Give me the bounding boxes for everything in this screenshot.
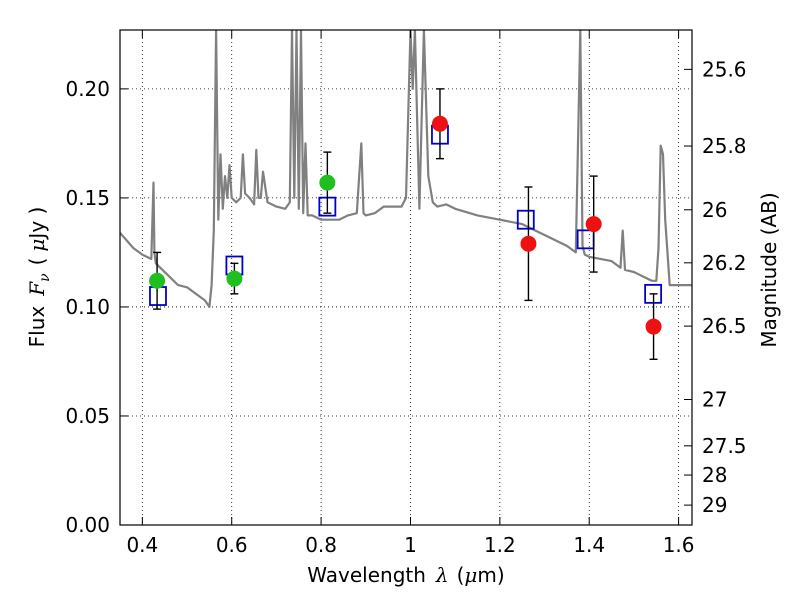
y-tick-label: 0.15: [65, 186, 110, 210]
mag-tick-label: 26.2: [702, 251, 747, 275]
mag-tick-label: 28: [702, 463, 727, 487]
x-tick-label: 0.4: [126, 533, 158, 557]
mag-tick-label: 26: [702, 198, 727, 222]
x-tick-label: 1.6: [663, 533, 695, 557]
data-point: [645, 318, 662, 335]
data-point: [226, 270, 243, 287]
data-point: [585, 216, 602, 233]
y-axis-title: FluxFν(μJy ): [25, 207, 53, 348]
series-layer: [120, 30, 692, 360]
data-point: [520, 235, 537, 252]
y-tick-label: 0.10: [65, 295, 110, 319]
mag-tick-label: 26.5: [702, 314, 747, 338]
mag-tick-label: 25.6: [702, 57, 747, 81]
data-point: [431, 115, 448, 132]
mag-tick-label: 27.5: [702, 434, 747, 458]
model-square: [516, 209, 535, 230]
data-point: [319, 174, 336, 191]
y2-axis-title: Magnitude (AB): [757, 192, 781, 347]
y-tick-label: 0.20: [65, 77, 110, 101]
grid: [120, 30, 692, 526]
x-tick-label: 1: [404, 533, 417, 557]
mag-tick-label: 25.8: [702, 134, 747, 158]
x-axis-title: Wavelength λ (μm): [307, 563, 504, 587]
data-point: [149, 272, 166, 289]
x-tick-label: 0.8: [305, 533, 337, 557]
x-tick-label: 1.2: [484, 533, 516, 557]
model-square: [149, 286, 167, 306]
ticks: 0.4 0.6 0.8 1 1.2 1.4 1.6 0.00 0.05 0.10 0.15 0.20 2…: [65, 30, 747, 557]
y-tick-label: 0.00: [65, 513, 110, 537]
mag-tick-label: 29: [702, 493, 727, 517]
y-tick-label: 0.05: [65, 404, 110, 428]
plot-frame: [119, 29, 693, 526]
model-square: [576, 229, 595, 250]
x-tick-label: 1.4: [573, 533, 605, 557]
spectrum-line: [120, 30, 692, 308]
x-tick-label: 0.6: [216, 533, 248, 557]
mag-tick-label: 27: [702, 388, 727, 412]
